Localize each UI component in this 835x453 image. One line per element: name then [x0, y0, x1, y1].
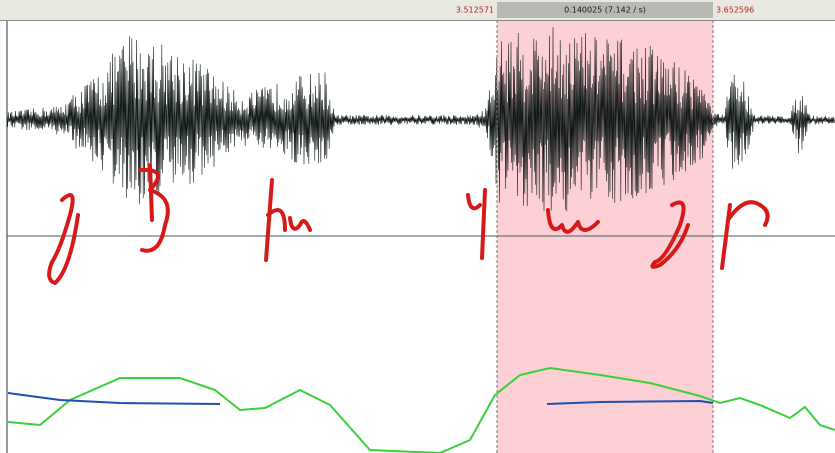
selection-end-label: 3.652596: [716, 6, 754, 15]
selection-start-label: 3.512571: [456, 6, 494, 15]
praat-window: 3.512571 0.140025 (7.142 / s) 3.652596: [0, 0, 835, 453]
selection-duration-label: 0.140025 (7.142 / s): [564, 6, 646, 15]
